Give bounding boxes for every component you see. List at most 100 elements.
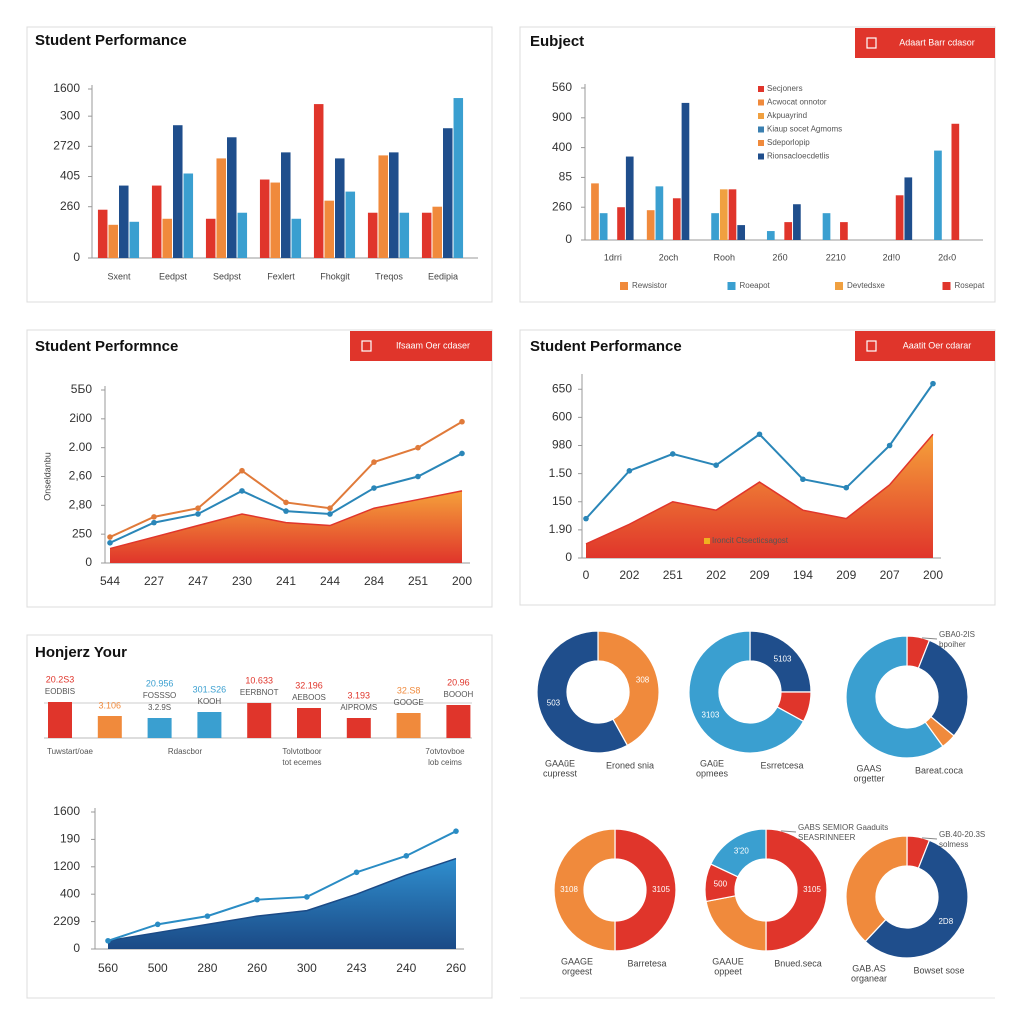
x-tick-label: Fexlert [267,271,295,281]
x-tick-label: 284 [364,574,384,588]
point [930,380,936,387]
x-tick-label: Fhokgit [320,271,350,281]
point [713,462,719,468]
bar [147,718,172,738]
bar [711,213,719,240]
x-tick-label: Eedipia [428,271,458,281]
bar [324,200,334,258]
button-icon [866,37,877,49]
bar [599,213,608,240]
footnote: Tolvtotboor [282,747,321,756]
point [459,450,465,457]
caption: opmees [696,768,729,778]
bar [719,189,728,240]
segment-label: 503 [547,699,561,708]
area-edge [585,433,934,545]
x-tick-label: 209 [749,568,769,582]
bar [367,212,378,258]
button-label: Ifsaam Oer cdaser [396,340,470,350]
y-tick-label: 650 [552,381,572,395]
callout-leader [781,830,797,833]
bar [97,716,122,738]
bar [446,705,471,738]
caption: orgeest [562,966,593,976]
y-tick-label: 2,60 [69,469,93,483]
bar [216,158,226,258]
y-tick-label: 0 [73,250,80,264]
bar [951,123,960,240]
bar [237,212,248,258]
legend-swatch [835,282,843,290]
x-tick-label: 202 [619,568,639,582]
y-tick-label: 0 [73,941,80,955]
donut-segment [553,828,616,952]
y-tick-label: 0 [565,550,572,564]
action-button[interactable] [855,331,995,361]
caption: Bareat.coca [915,765,963,775]
point [304,894,310,900]
bar [108,224,118,258]
point [453,828,459,834]
bar [297,708,321,738]
y-tick-label: 2.00 [69,440,93,454]
caption: Bowset sose [913,965,964,975]
bar [270,182,280,258]
bar-annotation: 32.196 [295,680,323,690]
bar-annotation: EODBIS [45,687,75,696]
x-tick-label: Sxent [107,271,131,281]
x-tick-label: 500 [148,961,168,975]
x-tick-label: 2d‹0 [938,252,956,262]
segment-label: 5103 [774,655,792,664]
y-tick-label: 400 [60,886,80,900]
bar-annotation: GOOGE [393,698,423,707]
footnote: 7otvtovboe [425,747,465,756]
callout: GB.40-20.3S [939,830,985,839]
point [195,511,201,517]
bar-annotation: AIPROMS [340,703,377,712]
action-button[interactable] [855,28,995,58]
caption: cupresst [543,768,578,778]
x-tick-label: 560 [98,961,118,975]
y-tick-label: 5Б0 [71,382,93,396]
donut-segment [614,828,677,952]
y-axis-label: Onseldanbu [42,452,52,501]
bar-annotation: 3.106 [99,700,122,710]
bar [766,231,775,240]
point [756,431,763,438]
bar [655,186,664,240]
y-tick-label: 190 [60,832,80,846]
action-button[interactable] [350,331,492,361]
y-tick-label: 560 [552,80,572,94]
key-label: Akpuayrind [767,111,807,120]
bar [162,218,172,258]
donut-segment [688,630,805,754]
legend-label: Roeapot [740,281,771,290]
point [239,488,245,494]
segment-label: 3105 [803,885,821,894]
point [403,853,410,859]
y-tick-label: 1600 [53,804,80,818]
bar [421,212,432,258]
bar [183,173,194,258]
point [843,484,850,491]
x-tick-label: 280 [197,961,217,975]
point [254,896,260,903]
callout-leader [922,637,938,640]
point [283,499,289,506]
bar-annotation: 20.2S3 [46,674,75,684]
caption: Barretesa [627,958,666,968]
caption: GAB.AS [852,963,886,973]
panel [26,329,493,608]
donut-segment [845,835,908,943]
donut-segment [917,639,969,737]
legend-label: Rewsistor [632,281,667,290]
y-tick-label: 900 [552,110,572,124]
bar-annotation: KOOH [198,697,222,706]
caption: GAŭE [700,758,724,768]
key-label: Sdeporlopip [767,138,810,147]
legend-swatch [942,282,951,290]
caption: orgetter [853,773,884,783]
x-tick-label: 202 [706,568,726,582]
bar [281,152,291,258]
key-swatch [758,86,764,92]
